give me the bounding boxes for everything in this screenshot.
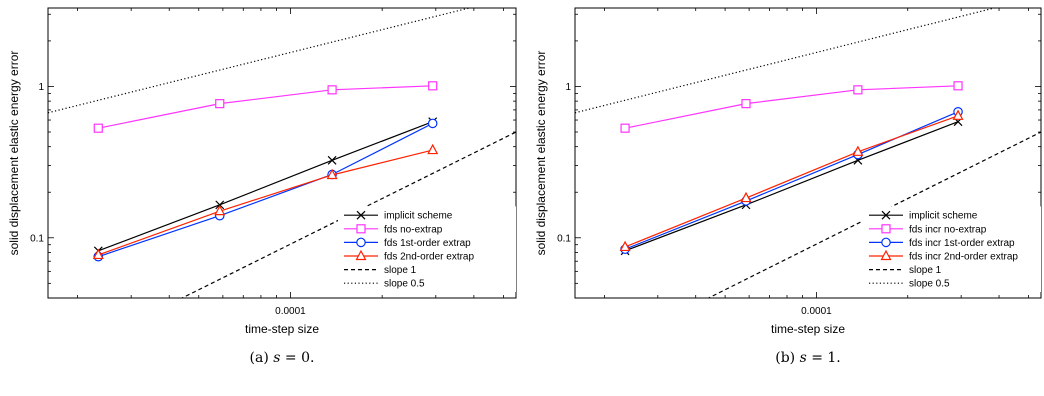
panel-caption: (a) s = 0. xyxy=(250,350,315,366)
y-tick-label: 1 xyxy=(38,82,44,93)
x-tick-label: 0.0001 xyxy=(801,306,832,317)
data-point xyxy=(427,143,439,155)
legend-item: slope 1 xyxy=(344,265,417,276)
legend-label: slope 1 xyxy=(909,265,942,276)
data-point xyxy=(427,118,438,129)
legend-marker xyxy=(355,249,367,261)
chart-panel-2: 0.0001 0.1 1 time-step size solid displaceme… xyxy=(534,7,1042,366)
legend-label: fds 1st-order extrap xyxy=(384,238,471,249)
data-point xyxy=(428,81,438,91)
legend-label: fds incr 2nd-order extrap xyxy=(909,252,1018,263)
legend-marker xyxy=(881,224,891,234)
series-5 xyxy=(180,131,516,298)
data-point xyxy=(852,145,864,156)
caption-label: (b) xyxy=(775,350,799,366)
panel-caption: (b) s = 1. xyxy=(775,350,841,366)
plot-frame xyxy=(574,7,1042,299)
y-tick-label: 1 xyxy=(565,82,571,93)
caption-value: = 0. xyxy=(280,350,314,366)
data-point xyxy=(326,168,338,180)
data-point xyxy=(327,85,337,95)
series-5 xyxy=(707,131,1041,298)
legend-label: fds incr 1st-order extrap xyxy=(909,238,1015,249)
series-6 xyxy=(575,8,997,114)
series-line xyxy=(707,131,1041,298)
legend-label: slope 1 xyxy=(384,265,417,276)
legend-item: fds incr 2nd-order extrap xyxy=(869,249,1018,263)
caption-variable: s xyxy=(800,350,807,366)
data-point xyxy=(953,81,963,91)
legend: implicit scheme fds incr no-extrap fds inc… xyxy=(863,206,1041,292)
data-point xyxy=(620,123,630,133)
legend: implicit scheme fds no-extrap fds 1st-orde… xyxy=(338,206,516,292)
series-2 xyxy=(93,81,438,133)
legend-item: fds incr 1st-order extrap xyxy=(869,237,1015,249)
series-line xyxy=(575,8,997,114)
y-tick-label: 0.1 xyxy=(30,233,44,244)
legend-label: implicit scheme xyxy=(384,211,453,222)
legend-label: slope 0.5 xyxy=(909,279,950,290)
series-line xyxy=(624,121,959,252)
legend-item: implicit scheme xyxy=(869,211,978,222)
chart-panel-1: 0.0001 0.1 1 time-step size solid displaceme… xyxy=(7,7,517,366)
legend-marker xyxy=(356,224,366,234)
legend-label: fds incr no-extrap xyxy=(909,224,987,235)
plot-frame xyxy=(47,7,517,299)
legend-marker xyxy=(881,237,891,248)
caption-value: = 1. xyxy=(807,350,841,366)
x-tick-label: 0.0001 xyxy=(275,306,306,317)
data-point xyxy=(741,99,751,109)
legend-label: implicit scheme xyxy=(909,211,978,222)
legend-item: fds incr no-extrap xyxy=(869,224,987,235)
caption-variable: s xyxy=(273,350,280,366)
x-axis-label: time-step size xyxy=(245,322,319,336)
legend-label: fds no-extrap xyxy=(384,224,443,235)
data-point xyxy=(853,85,863,95)
legend-item: fds 2nd-order extrap xyxy=(344,249,474,263)
y-tick-label: 0.1 xyxy=(557,233,571,244)
series-4 xyxy=(619,109,964,252)
data-point xyxy=(952,109,964,120)
series-line xyxy=(624,115,959,248)
series-line xyxy=(98,121,433,252)
series-line xyxy=(624,85,959,129)
x-axis-label: time-step size xyxy=(771,322,845,336)
series-6 xyxy=(48,8,472,114)
legend-marker xyxy=(356,210,366,220)
legend-item: slope 1 xyxy=(869,265,942,276)
legend-marker xyxy=(880,249,892,261)
legend-item: fds 1st-order extrap xyxy=(344,237,471,249)
data-point xyxy=(619,240,631,252)
series-line xyxy=(48,8,472,114)
legend-label: slope 0.5 xyxy=(384,279,425,290)
data-point xyxy=(93,123,103,133)
legend-marker xyxy=(881,210,891,220)
data-point xyxy=(214,204,226,216)
y-axis-label: solid displacement elastic energy error xyxy=(7,51,21,256)
legend-item: slope 0.5 xyxy=(869,279,950,290)
series-line xyxy=(98,122,433,258)
data-point xyxy=(92,248,104,260)
legend-marker xyxy=(356,237,366,248)
legend-item: implicit scheme xyxy=(344,211,453,222)
data-point xyxy=(327,155,337,165)
series-line xyxy=(98,149,433,256)
series-line xyxy=(98,85,433,129)
data-point xyxy=(215,99,225,109)
y-axis-label: solid displacement elastic energy error xyxy=(534,51,548,256)
series-line xyxy=(180,131,516,298)
series-2 xyxy=(620,81,963,133)
legend-label: fds 2nd-order extrap xyxy=(384,252,474,263)
legend-item: fds no-extrap xyxy=(344,224,443,235)
data-point xyxy=(740,191,752,203)
legend-item: slope 0.5 xyxy=(344,279,425,290)
series-4 xyxy=(92,143,439,260)
caption-label: (a) xyxy=(250,350,274,366)
